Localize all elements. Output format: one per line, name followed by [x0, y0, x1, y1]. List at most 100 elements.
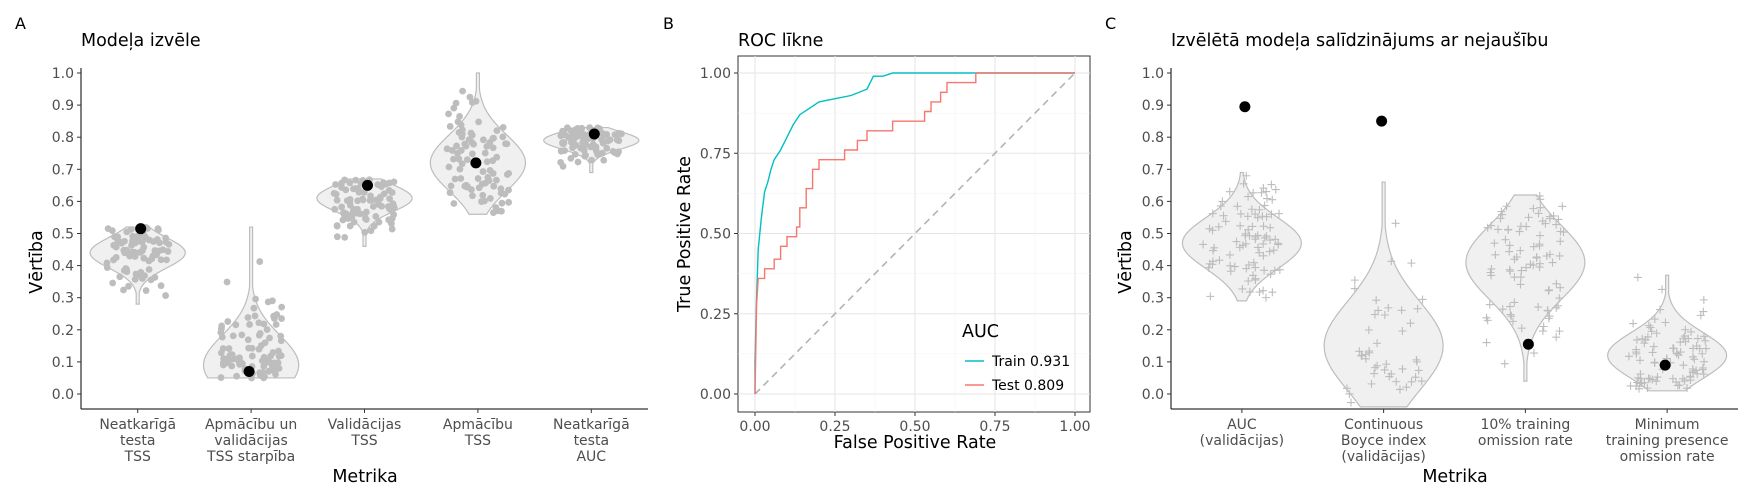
- panel-a-xlabel: Metrika: [332, 467, 397, 487]
- data-point: [277, 337, 285, 345]
- data-point: [251, 312, 259, 320]
- data-point: [445, 110, 452, 118]
- data-point: [450, 200, 458, 207]
- data-point: [588, 156, 595, 164]
- data-point: [362, 208, 370, 216]
- data-point: [1536, 203, 1545, 212]
- data-point: [1402, 383, 1411, 392]
- data-point: [1701, 336, 1710, 345]
- data-point: [355, 186, 363, 194]
- data-point: [1500, 359, 1509, 368]
- data-point: [1687, 327, 1696, 336]
- data-point: [1342, 384, 1351, 393]
- data-point: [1506, 310, 1515, 319]
- data-point: [1235, 243, 1244, 252]
- y-tick-label: 0.6: [1142, 194, 1164, 210]
- data-point: [1506, 302, 1515, 311]
- data-point: [123, 228, 131, 236]
- data-point: [162, 292, 170, 299]
- data-point: [1675, 381, 1684, 390]
- data-point: [1668, 344, 1677, 353]
- legend-entry-label: Train 0.931: [991, 354, 1070, 370]
- data-point: [1700, 357, 1709, 366]
- data-point: [1552, 303, 1561, 312]
- data-point: [578, 124, 586, 132]
- panel-c-xlabel: Metrika: [1422, 467, 1487, 487]
- x-tick-label: 0.00: [739, 419, 770, 435]
- data-point: [145, 266, 153, 273]
- data-point: [1644, 374, 1653, 383]
- data-point: [1262, 187, 1271, 196]
- data-point: [1221, 217, 1230, 226]
- data-point: [1255, 205, 1264, 214]
- panel-a-title: Modeļa izvēle: [81, 31, 201, 51]
- y-tick-label: 0.5: [1142, 227, 1164, 243]
- data-point: [1555, 294, 1564, 303]
- data-point: [1698, 349, 1707, 358]
- data-point: [116, 273, 124, 281]
- data-point: [163, 256, 170, 264]
- data-point: [1249, 188, 1258, 197]
- data-point: [140, 243, 148, 251]
- violin: [429, 72, 527, 215]
- y-tick-label: 0.50: [700, 227, 731, 243]
- data-point: [1661, 318, 1670, 327]
- data-point: [469, 192, 476, 200]
- data-point: [1543, 306, 1552, 315]
- data-point: [1271, 185, 1280, 194]
- data-point: [1364, 326, 1373, 335]
- data-point: [1702, 344, 1711, 353]
- data-point: [269, 297, 276, 305]
- data-point: [1411, 373, 1420, 382]
- data-point: [1265, 247, 1274, 256]
- data-point: [157, 282, 165, 290]
- data-point: [1385, 372, 1394, 381]
- data-point: [125, 282, 132, 290]
- data-point: [1548, 258, 1557, 267]
- data-point: [1545, 285, 1554, 294]
- data-point: [1534, 209, 1543, 218]
- panel-a-plot-area: 0.0 0.1 0.2 0.3 0.4 0.5 0.6 0.7 0.8 0.9 1.0 Neatkar…: [52, 66, 648, 465]
- data-point: [270, 312, 278, 320]
- data-point: [1676, 348, 1685, 357]
- data-point: [1395, 385, 1404, 394]
- data-point: [1384, 303, 1393, 312]
- data-point: [225, 345, 233, 352]
- data-point: [611, 131, 619, 138]
- data-point: [330, 189, 338, 197]
- data-point: [1244, 192, 1253, 201]
- data-point: [341, 176, 349, 184]
- data-point: [1418, 295, 1427, 304]
- data-point: [136, 238, 144, 245]
- data-point: [1688, 365, 1697, 374]
- data-point: [126, 252, 133, 260]
- panel-c-plot-area: 0.0 0.1 0.2 0.3 0.4 0.5 0.6 0.7 0.8 0.9 1.0 AUC (val…: [1142, 66, 1738, 465]
- data-point: [218, 322, 226, 330]
- data-point: [120, 286, 127, 294]
- data-point: [224, 318, 232, 325]
- y-tick-label: 1.00: [700, 66, 731, 82]
- data-point: [466, 93, 474, 101]
- data-point: [352, 176, 360, 184]
- data-point: [1690, 355, 1699, 364]
- data-point: [1535, 240, 1544, 249]
- data-point: [159, 246, 167, 254]
- data-point: [1486, 268, 1495, 277]
- data-point: [1556, 237, 1565, 246]
- data-point: [577, 144, 585, 152]
- data-point: [1225, 187, 1234, 196]
- x-tick-label: 1.00: [1059, 419, 1090, 435]
- data-point: [1679, 361, 1688, 370]
- data-point: [104, 225, 112, 233]
- data-point: [238, 331, 246, 339]
- data-point: [232, 321, 240, 329]
- data-point: [233, 372, 241, 380]
- data-point: [1556, 283, 1565, 292]
- data-point: [1236, 209, 1245, 218]
- data-point: [1243, 212, 1252, 221]
- panel-c-letter: C: [1105, 14, 1116, 33]
- data-point: [350, 185, 357, 193]
- data-point: [1417, 377, 1426, 386]
- data-point: [458, 130, 466, 138]
- data-point: [1538, 217, 1547, 226]
